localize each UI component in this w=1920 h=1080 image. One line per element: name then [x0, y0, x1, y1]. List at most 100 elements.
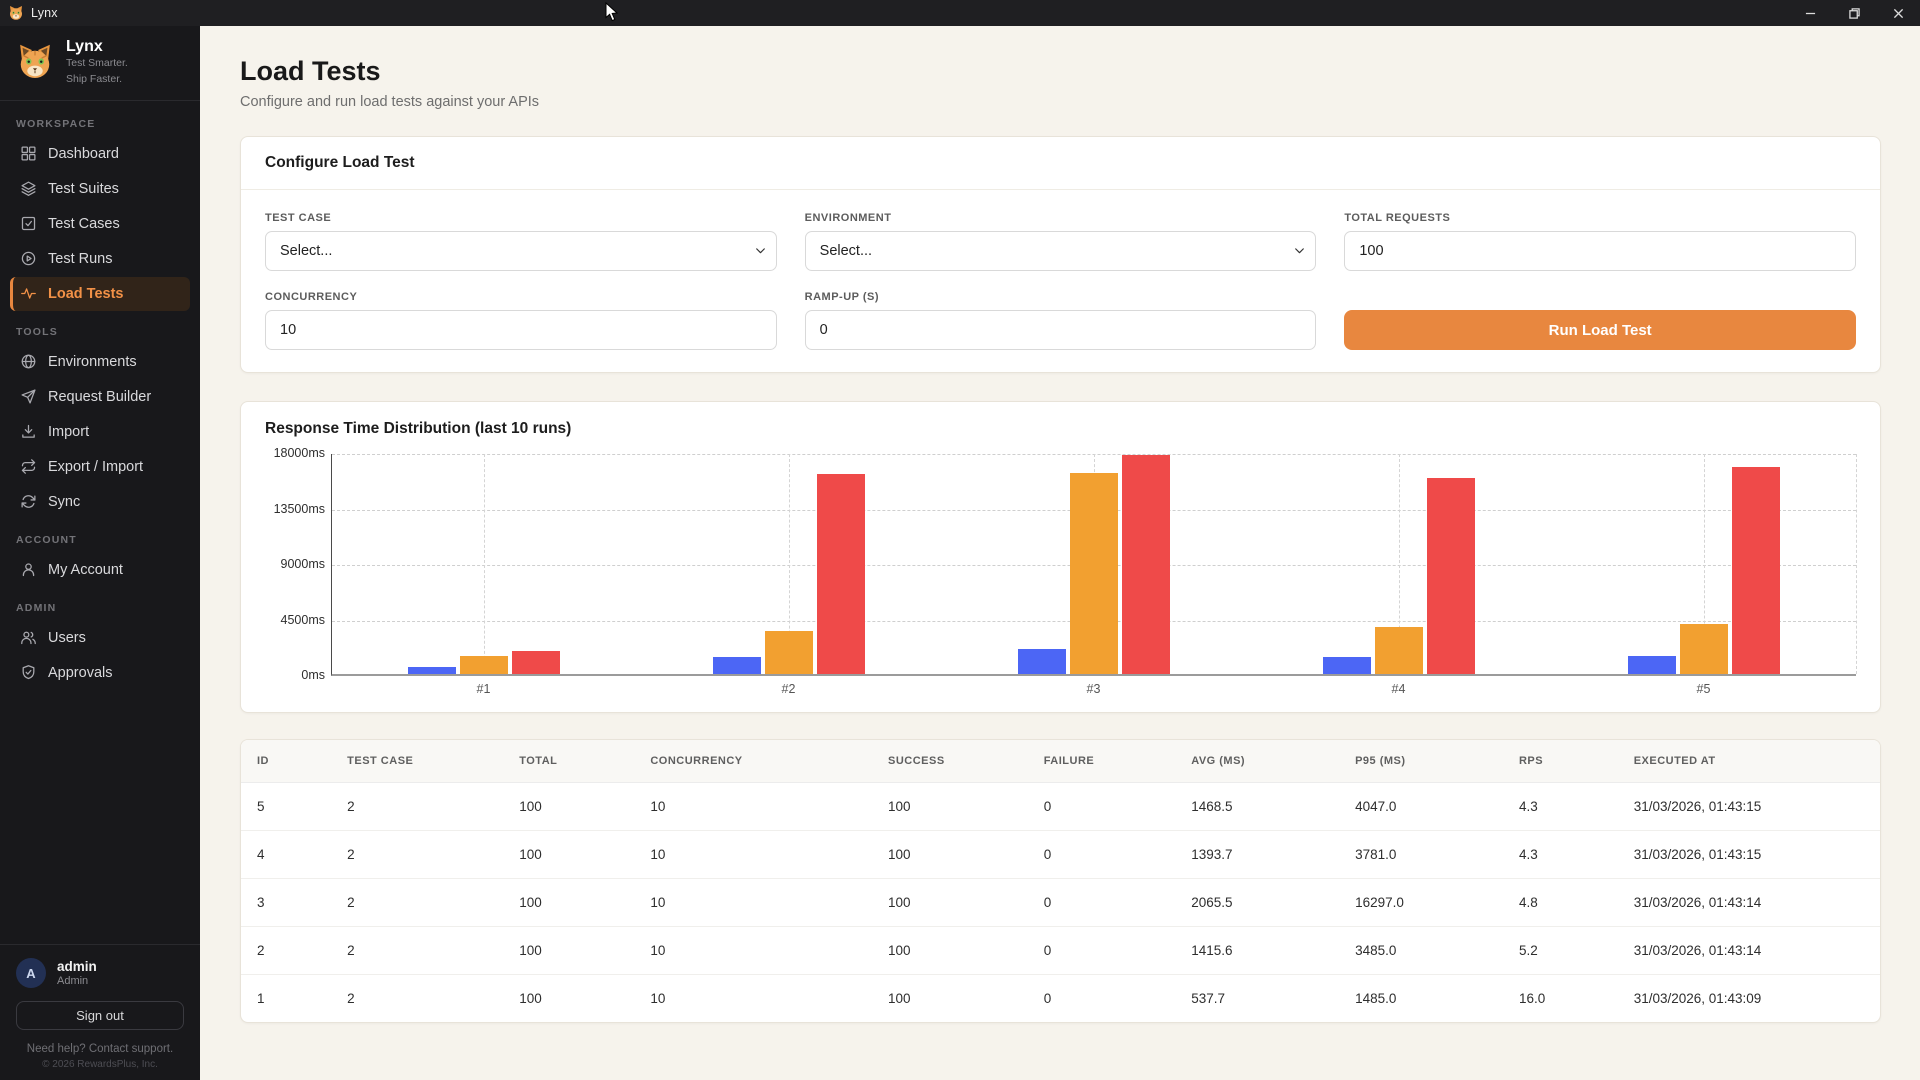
user-role: Admin: [57, 975, 97, 987]
user-avatar: A: [16, 958, 46, 988]
sidebar-item-test-cases[interactable]: Test Cases: [10, 207, 190, 241]
sidebar-item-approvals[interactable]: Approvals: [10, 656, 190, 690]
table-cell: 2065.5: [1175, 879, 1339, 927]
column-header-executed-at: EXECUTED AT: [1618, 740, 1880, 783]
y-axis-label: 4500ms: [281, 613, 325, 627]
column-header-success: SUCCESS: [872, 740, 1028, 783]
chart-bar-avg: [713, 657, 761, 674]
nav-section-label: ACCOUNT: [16, 534, 184, 546]
table-cell: 100: [503, 975, 634, 1023]
table-cell: 1: [241, 975, 331, 1023]
sidebar-item-label: Import: [48, 424, 89, 440]
brand-logo-icon: [16, 43, 54, 81]
table-cell: 3781.0: [1339, 831, 1503, 879]
table-cell: 4: [241, 831, 331, 879]
sidebar-item-test-suites[interactable]: Test Suites: [10, 172, 190, 206]
table-row: 221001010001415.63485.05.231/03/2026, 01…: [241, 927, 1880, 975]
table-cell: 31/03/2026, 01:43:15: [1618, 831, 1880, 879]
table-cell: 100: [503, 831, 634, 879]
globe-icon: [20, 353, 37, 370]
download-icon: [20, 423, 37, 440]
chart-bar-max: [1427, 478, 1475, 674]
table-cell: 10: [634, 831, 872, 879]
chart-bar-avg: [1323, 657, 1371, 674]
sidebar-item-environments[interactable]: Environments: [10, 345, 190, 379]
table-cell: 4.8: [1503, 879, 1618, 927]
dashboard-icon: [20, 145, 37, 162]
sidebar-item-load-tests[interactable]: Load Tests: [10, 277, 190, 311]
nav-section-label: TOOLS: [16, 326, 184, 338]
sidebar-item-test-runs[interactable]: Test Runs: [10, 242, 190, 276]
shield-check-icon: [20, 664, 37, 681]
results-table-card: IDTEST CASETOTALCONCURRENCYSUCCESSFAILUR…: [240, 739, 1881, 1023]
total-requests-input[interactable]: [1344, 231, 1856, 271]
table-row: 12100101000537.71485.016.031/03/2026, 01…: [241, 975, 1880, 1023]
sign-out-button[interactable]: Sign out: [16, 1001, 184, 1030]
chart-y-axis: 0ms4500ms9000ms13500ms18000ms: [265, 454, 331, 676]
table-cell: 10: [634, 975, 872, 1023]
user-name: admin: [57, 959, 97, 975]
brand: Lynx Test Smarter. Ship Faster.: [0, 26, 200, 101]
nav-section-label: ADMIN: [16, 602, 184, 614]
chart-x-axis: #1#2#3#4#5: [331, 682, 1856, 696]
sidebar-item-users[interactable]: Users: [10, 621, 190, 655]
environment-select[interactable]: Select...: [805, 231, 1317, 271]
sidebar-item-label: Request Builder: [48, 389, 151, 405]
chart-card: Response Time Distribution (last 10 runs…: [240, 401, 1881, 713]
environment-label: ENVIRONMENT: [805, 212, 1317, 224]
table-cell: 2: [241, 927, 331, 975]
test-case-select[interactable]: Select...: [265, 231, 777, 271]
users-icon: [20, 629, 37, 646]
sidebar-item-export-import[interactable]: Export / Import: [10, 450, 190, 484]
ramp-up-label: RAMP-UP (S): [805, 291, 1317, 303]
table-cell: 100: [872, 879, 1028, 927]
column-header-avg-ms: AVG (MS): [1175, 740, 1339, 783]
bar-group-5: [1551, 454, 1856, 674]
table-row: 421001010001393.73781.04.331/03/2026, 01…: [241, 831, 1880, 879]
chart-bar-max: [512, 651, 560, 674]
close-button[interactable]: [1876, 0, 1920, 26]
table-cell: 31/03/2026, 01:43:09: [1618, 975, 1880, 1023]
table-cell: 100: [872, 783, 1028, 831]
table-cell: 0: [1028, 927, 1176, 975]
sidebar-item-label: Load Tests: [48, 286, 123, 302]
x-axis-label: #5: [1551, 682, 1856, 696]
table-cell: 0: [1028, 975, 1176, 1023]
table-cell: 2: [331, 879, 503, 927]
table-cell: 0: [1028, 879, 1176, 927]
brand-tagline-2: Ship Faster.: [66, 72, 128, 87]
sidebar-item-label: Dashboard: [48, 146, 119, 162]
table-cell: 100: [872, 831, 1028, 879]
table-cell: 10: [634, 927, 872, 975]
nav-section-label: WORKSPACE: [16, 118, 184, 130]
run-load-test-button[interactable]: Run Load Test: [1344, 310, 1856, 350]
configure-card-title: Configure Load Test: [241, 137, 1880, 190]
chart-bar-avg: [1628, 656, 1676, 674]
sidebar-item-request-builder[interactable]: Request Builder: [10, 380, 190, 414]
sidebar-item-dashboard[interactable]: Dashboard: [10, 137, 190, 171]
sidebar-item-label: Test Suites: [48, 181, 119, 197]
sidebar-item-label: Users: [48, 630, 86, 646]
user-icon: [20, 561, 37, 578]
sidebar-item-my-account[interactable]: My Account: [10, 553, 190, 587]
table-cell: 2: [331, 975, 503, 1023]
chart-bar-p95: [1375, 627, 1423, 674]
concurrency-input[interactable]: [265, 310, 777, 350]
sidebar-item-sync[interactable]: Sync: [10, 485, 190, 519]
send-icon: [20, 388, 37, 405]
minimize-button[interactable]: [1788, 0, 1832, 26]
maximize-button[interactable]: [1832, 0, 1876, 26]
refresh-icon: [20, 493, 37, 510]
table-cell: 100: [503, 783, 634, 831]
ramp-up-input[interactable]: [805, 310, 1317, 350]
chart-bar-p95: [765, 631, 813, 674]
chart-bar-p95: [1680, 624, 1728, 674]
sidebar: Lynx Test Smarter. Ship Faster. WORKSPAC…: [0, 26, 200, 1080]
y-axis-label: 18000ms: [274, 446, 325, 460]
page-title: Load Tests: [240, 56, 1881, 87]
layers-icon: [20, 180, 37, 197]
table-body: 521001010001468.54047.04.331/03/2026, 01…: [241, 783, 1880, 1023]
sidebar-item-import[interactable]: Import: [10, 415, 190, 449]
table-cell: 1415.6: [1175, 927, 1339, 975]
y-axis-label: 0ms: [301, 668, 325, 682]
